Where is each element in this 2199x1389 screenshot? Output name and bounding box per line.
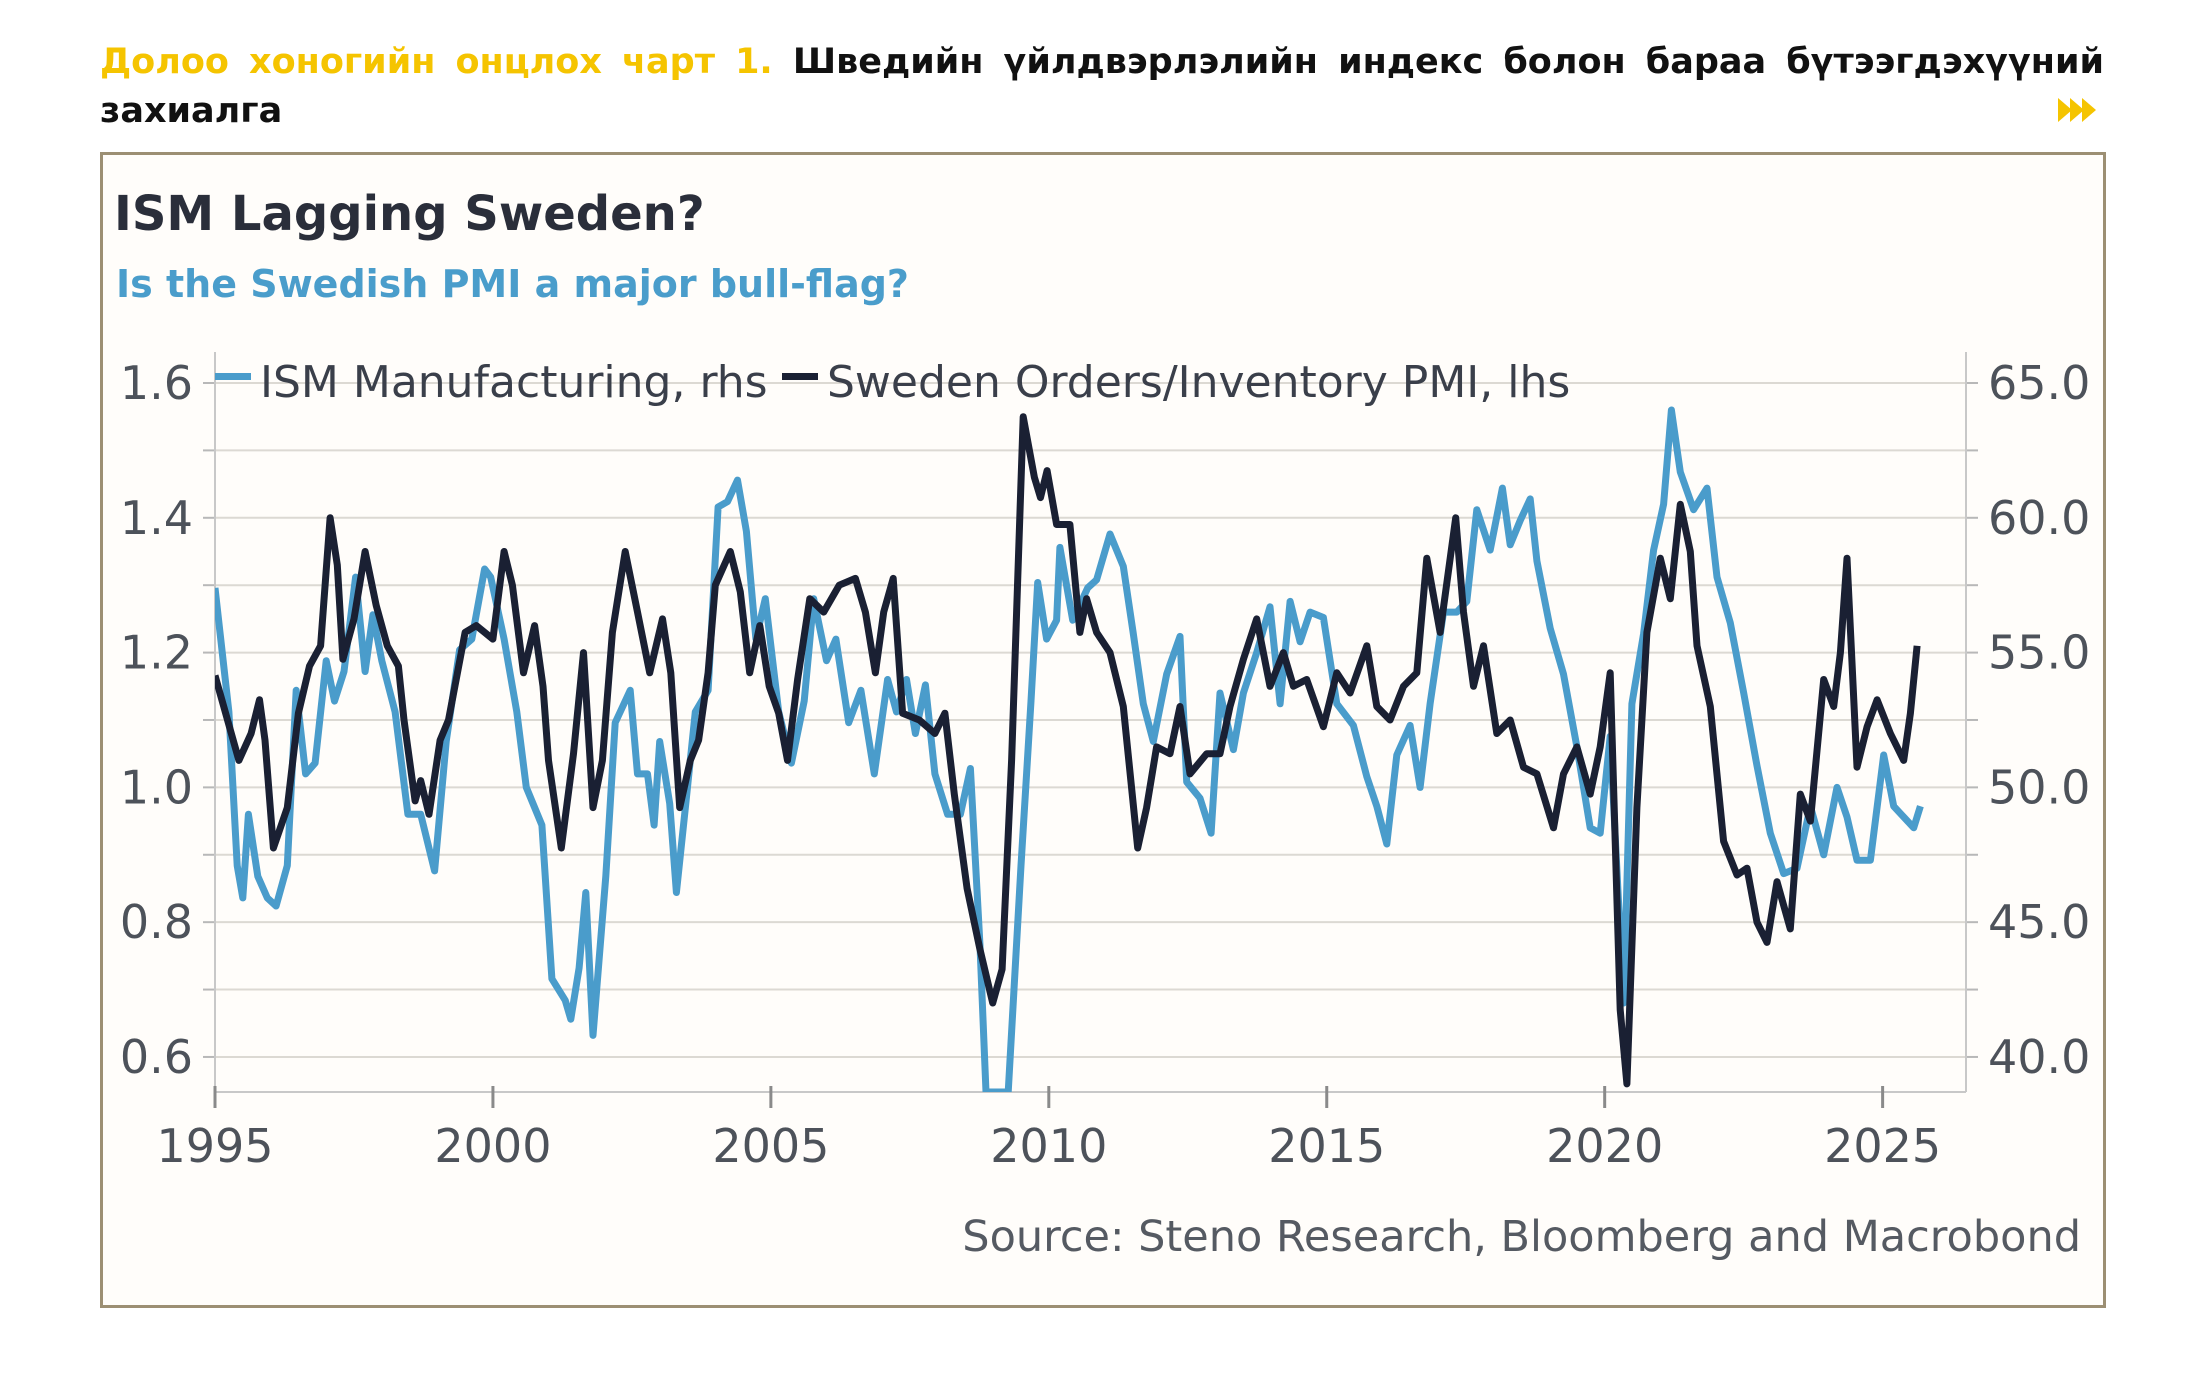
chart-frame [100, 152, 2106, 1308]
legend-swatch-ism [215, 373, 251, 380]
series-line-sweden-orders-inventory [215, 413, 1921, 1088]
x-axis-tick-label: 1995 [156, 1119, 273, 1173]
left-axis-tick-label: 0.6 [120, 1030, 193, 1084]
chart-source: Source: Steno Research, Bloomberg and Ma… [962, 1212, 2081, 1262]
page-header: Долоо хоногийн онцлох чарт 1. Шведийн үй… [100, 38, 2104, 136]
axes: 0.6 0.8 1.0 1.2 1.4 1.6 40.0 45.0 50.0 55.0 60.0 65… [120, 352, 2090, 1173]
gridlines [215, 382, 1966, 1058]
left-axis-tick-label: 0.8 [120, 895, 193, 949]
legend-swatch-sweden [782, 373, 818, 380]
header-highlight: Долоо хоногийн онцлох чарт 1. [100, 42, 773, 82]
fast-forward-icon [2058, 98, 2096, 122]
right-axis-tick-label: 45.0 [1988, 895, 2090, 949]
header-title: Шведийн үйлдвэрлэлийн индекс болон бараа… [100, 42, 2105, 131]
chart-title: ISM Lagging Sweden? [114, 186, 705, 242]
left-axis-tick-label: 1.4 [120, 491, 193, 545]
legend: ISM Manufacturing, rhs Sweden Orders/Inv… [215, 357, 1570, 408]
right-axis-tick-label: 40.0 [1988, 1030, 2090, 1084]
chart-subtitle: Is the Swedish PMI a major bull-flag? [116, 262, 909, 306]
x-axis-tick-label: 2025 [1824, 1119, 1941, 1173]
right-axis-tick-label: 50.0 [1988, 760, 2090, 814]
right-axis-tick-label: 55.0 [1988, 626, 2090, 680]
left-axis-tick-label: 1.0 [120, 760, 193, 814]
legend-label-sweden: Sweden Orders/Inventory PMI, lhs [827, 357, 1570, 408]
left-axis-tick-label: 1.6 [120, 356, 193, 410]
series-lines [215, 406, 1924, 1092]
left-axis-tick-label: 1.2 [120, 626, 193, 680]
x-axis-tick-label: 2010 [990, 1119, 1107, 1173]
x-axis-tick-label: 2005 [712, 1119, 829, 1173]
legend-label-ism: ISM Manufacturing, rhs [260, 357, 768, 408]
right-axis-tick-label: 60.0 [1988, 491, 2090, 545]
x-axis-tick-label: 2000 [434, 1119, 551, 1173]
right-axis-tick-label: 65.0 [1988, 356, 2090, 410]
x-axis-tick-label: 2015 [1268, 1119, 1385, 1173]
x-axis-tick-label: 2020 [1546, 1119, 1663, 1173]
